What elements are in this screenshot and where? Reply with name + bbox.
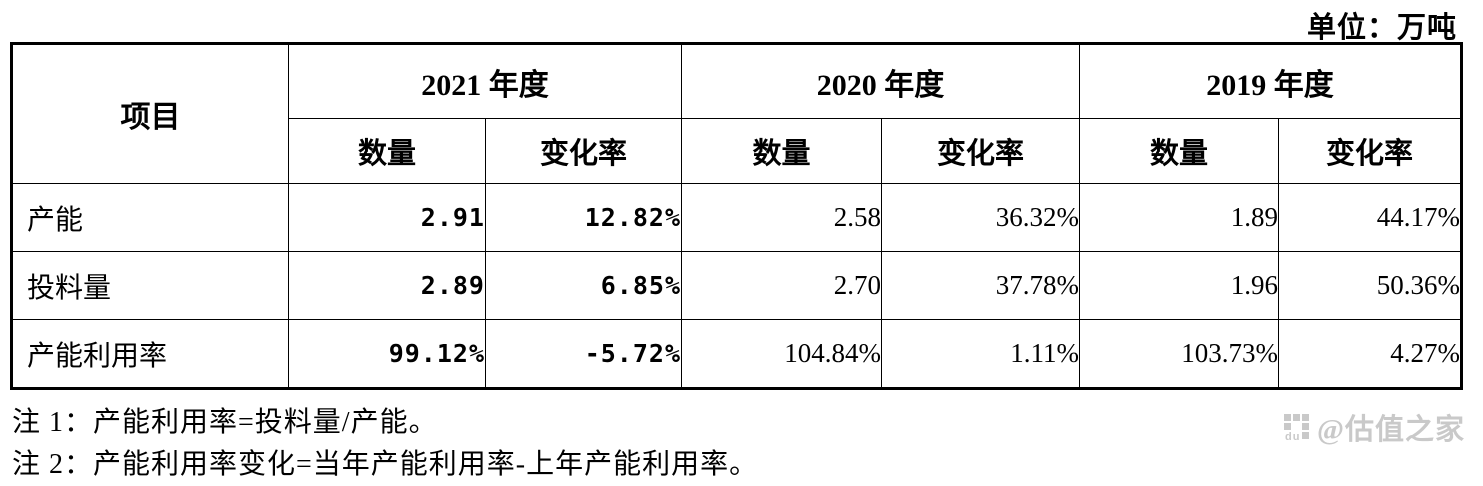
row-label-utilization: 产能利用率 — [11, 319, 289, 389]
value-cell: 2.70 — [681, 251, 882, 320]
value-cell: 2.58 — [681, 183, 882, 252]
column-header-item: 项目 — [11, 43, 289, 184]
subheader-quantity-2019: 数量 — [1079, 118, 1279, 184]
table-row-feed-amount: 投料量 2.89 6.85% 2.70 37.78% 1.96 50.36% — [11, 251, 1462, 320]
value-cell: 44.17% — [1278, 183, 1462, 252]
value-cell: 50.36% — [1278, 251, 1462, 320]
value-cell: 99.12% — [288, 319, 486, 389]
note-2: 注 2：产能利用率变化=当年产能利用率-上年产能利用率。 — [12, 449, 759, 480]
value-cell: 1.96 — [1079, 251, 1279, 320]
value-cell: 37.78% — [881, 251, 1080, 320]
capacity-table: 项目 2021 年度 2020 年度 2019 年度 数量 变化率 数量 变化率… — [10, 42, 1463, 390]
value-cell: -5.72% — [485, 319, 682, 389]
value-cell: 12.82% — [485, 183, 682, 252]
value-cell: 2.91 — [288, 183, 486, 252]
subheader-change-2020: 变化率 — [881, 118, 1080, 184]
value-cell: 104.84% — [681, 319, 882, 389]
value-cell: 36.32% — [881, 183, 1080, 252]
table-row-capacity: 产能 2.91 12.82% 2.58 36.32% 1.89 44.17% — [11, 183, 1462, 252]
unit-label: 单位：万吨 — [1306, 12, 1457, 44]
value-cell: 1.89 — [1079, 183, 1279, 252]
year-header-2021: 2021 年度 — [288, 43, 682, 119]
year-header-2019: 2019 年度 — [1079, 43, 1462, 119]
value-cell: 1.11% — [881, 319, 1080, 389]
value-cell: 2.89 — [288, 251, 486, 320]
note-1: 注 1：产能利用率=投料量/产能。 — [12, 407, 438, 438]
value-cell: 103.73% — [1079, 319, 1279, 389]
year-header-2020: 2020 年度 — [681, 43, 1080, 119]
watermark-text: @估值之家 — [1317, 414, 1465, 446]
value-cell: 4.27% — [1278, 319, 1462, 389]
table-row-utilization: 产能利用率 99.12% -5.72% 104.84% 1.11% 103.73… — [11, 319, 1462, 389]
subheader-change-2021: 变化率 — [485, 118, 682, 184]
row-label-feed-amount: 投料量 — [11, 251, 289, 320]
subheader-change-2019: 变化率 — [1278, 118, 1462, 184]
svg-text:du: du — [1285, 431, 1300, 442]
footnotes: 注 1：产能利用率=投料量/产能。 注 2：产能利用率变化=当年产能利用率-上年… — [12, 402, 758, 486]
subheader-quantity-2020: 数量 — [681, 118, 882, 184]
watermark-grid-icon: du — [1282, 412, 1312, 442]
subheader-quantity-2021: 数量 — [288, 118, 486, 184]
watermark: du @估值之家 — [1282, 406, 1465, 448]
value-cell: 6.85% — [485, 251, 682, 320]
row-label-capacity: 产能 — [11, 183, 289, 252]
table-header-year-row: 项目 2021 年度 2020 年度 2019 年度 — [11, 43, 1462, 184]
